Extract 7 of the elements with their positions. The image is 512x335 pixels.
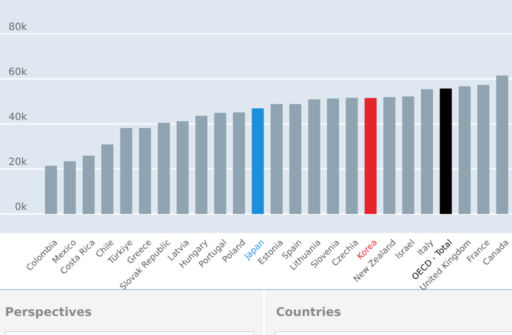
- text: Countries: [276, 305, 342, 319]
- y-tick-label: 20k: [8, 156, 28, 168]
- text: Perspectives: [5, 305, 92, 319]
- y-tick-label: 40k: [8, 112, 28, 123]
- y-tick-label: 0k: [14, 202, 28, 213]
- y-tick-label: 80k: [8, 22, 28, 33]
- y-tick-label: 60k: [8, 66, 28, 78]
